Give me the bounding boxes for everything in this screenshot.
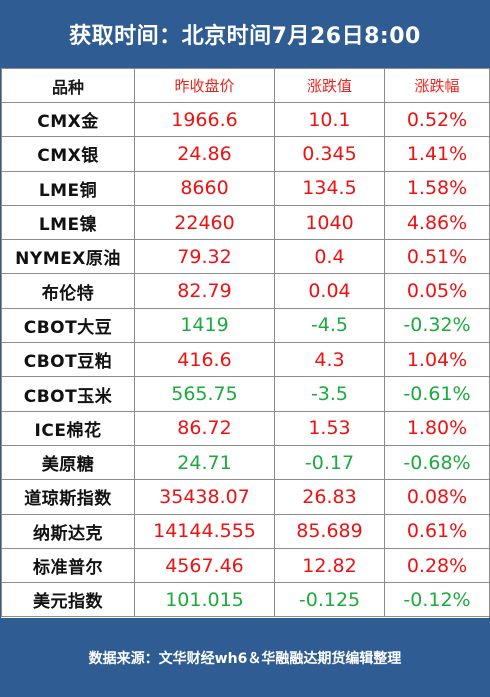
table-row: ICE棉花 86.72 1.53 1.80%	[1, 410, 490, 446]
cell-previous-close: 1419	[134, 307, 275, 344]
cell-commodity-name: LME镍	[1, 204, 135, 241]
cell-change-percent: 1.41%	[384, 136, 490, 172]
cell-change-value: 85.689	[274, 513, 385, 549]
cell-change-percent: 1.04%	[384, 342, 490, 378]
cell-commodity-name: CBOT大豆	[1, 307, 135, 344]
cell-commodity-name: 布伦特	[1, 273, 135, 309]
cell-change-value: -4.5	[274, 307, 385, 344]
cell-change-value: -0.17	[274, 444, 385, 481]
cell-change-value: 0.4	[274, 239, 385, 275]
column-header-name: 品种	[1, 68, 135, 103]
cell-previous-close: 79.32	[134, 239, 275, 275]
cell-previous-close: 4567.46	[134, 547, 275, 584]
cell-previous-close: 101.015	[134, 582, 275, 618]
page-title: 获取时间：北京时间7月26日8:00	[69, 24, 421, 49]
data-source-note: 数据来源：文华财经wh6＆华融融达期货编辑整理	[88, 650, 402, 667]
cell-change-percent: 0.61%	[384, 513, 490, 549]
cell-commodity-name: 美元指数	[1, 582, 135, 618]
cell-change-percent: 0.52%	[384, 101, 490, 138]
table-header-row: 品种 昨收盘价 涨跌值 涨跌幅	[1, 68, 490, 103]
cell-change-percent: -0.12%	[384, 582, 490, 618]
cell-change-value: 26.83	[274, 479, 385, 515]
table-row: NYMEX原油 79.32 0.4 0.51%	[1, 239, 490, 275]
cell-previous-close: 86.72	[134, 410, 275, 446]
table-row: 标准普尔 4567.46 12.82 0.28%	[1, 547, 490, 584]
column-header-close: 昨收盘价	[134, 68, 275, 103]
cell-change-percent: 0.51%	[384, 239, 490, 275]
cell-change-percent: 0.08%	[384, 479, 490, 515]
cell-change-value: -0.125	[274, 582, 385, 618]
cell-commodity-name: ICE棉花	[1, 410, 135, 446]
cell-change-percent: -0.32%	[384, 307, 490, 344]
column-header-change: 涨跌值	[274, 68, 385, 103]
cell-commodity-name: CBOT玉米	[1, 376, 135, 412]
table-row: 布伦特 82.79 0.04 0.05%	[1, 273, 490, 309]
cell-change-value: 1040	[274, 204, 385, 241]
cell-previous-close: 82.79	[134, 273, 275, 309]
cell-change-value: 0.04	[274, 273, 385, 309]
cell-change-percent: 4.86%	[384, 204, 490, 241]
cell-change-percent: 1.58%	[384, 170, 490, 206]
cell-previous-close: 8660	[134, 170, 275, 206]
quote-table: 品种 昨收盘价 涨跌值 涨跌幅 CMX金 1966.6 10.1 0.52% CMX银 2…	[1, 68, 490, 618]
table-row: 道琼斯指数 35438.07 26.83 0.08%	[1, 479, 490, 515]
cell-previous-close: 24.71	[134, 444, 275, 481]
cell-previous-close: 24.86	[134, 136, 275, 172]
cell-change-value: 0.345	[274, 136, 385, 172]
table-row: CBOT豆粕 416.6 4.3 1.04%	[1, 342, 490, 378]
cell-previous-close: 565.75	[134, 376, 275, 412]
table-row: 纳斯达克 14144.555 85.689 0.61%	[1, 513, 490, 549]
cell-change-percent: 0.05%	[384, 273, 490, 309]
cell-commodity-name: NYMEX原油	[1, 239, 135, 275]
table-row: CMX银 24.86 0.345 1.41%	[1, 136, 490, 172]
cell-change-percent: 1.80%	[384, 410, 490, 446]
cell-change-value: 10.1	[274, 101, 385, 138]
table-row: 美元指数 101.015 -0.125 -0.12%	[1, 582, 490, 618]
cell-commodity-name: CMX金	[1, 101, 135, 138]
cell-previous-close: 416.6	[134, 342, 275, 378]
table-row: CMX金 1966.6 10.1 0.52%	[1, 101, 490, 138]
table-row: 美原糖 24.71 -0.17 -0.68%	[1, 444, 490, 481]
column-header-pct: 涨跌幅	[384, 68, 490, 103]
quote-table-container: 品种 昨收盘价 涨跌值 涨跌幅 CMX金 1966.6 10.1 0.52% CMX银 2…	[1, 68, 490, 618]
table-row: LME镍 22460 1040 4.86%	[1, 204, 490, 241]
cell-change-value: 1.53	[274, 410, 385, 446]
cell-commodity-name: CBOT豆粕	[1, 342, 135, 378]
cell-change-percent: -0.61%	[384, 376, 490, 412]
cell-change-percent: 0.28%	[384, 547, 490, 584]
cell-commodity-name: 道琼斯指数	[1, 479, 135, 515]
cell-change-value: 12.82	[274, 547, 385, 584]
cell-previous-close: 22460	[134, 204, 275, 241]
cell-commodity-name: LME铜	[1, 170, 135, 206]
table-row: CBOT玉米 565.75 -3.5 -0.61%	[1, 376, 490, 412]
cell-change-value: -3.5	[274, 376, 385, 412]
cell-change-value: 134.5	[274, 170, 385, 206]
cell-change-percent: -0.68%	[384, 444, 490, 481]
cell-previous-close: 1966.6	[134, 101, 275, 138]
cell-previous-close: 35438.07	[134, 479, 275, 515]
cell-commodity-name: 美原糖	[1, 444, 135, 481]
cell-commodity-name: 纳斯达克	[1, 513, 135, 549]
table-row: LME铜 8660 134.5 1.58%	[1, 170, 490, 206]
cell-commodity-name: 标准普尔	[1, 547, 135, 584]
cell-previous-close: 14144.555	[134, 513, 275, 549]
cell-commodity-name: CMX银	[1, 136, 135, 172]
cell-change-value: 4.3	[274, 342, 385, 378]
table-row: CBOT大豆 1419 -4.5 -0.32%	[1, 307, 490, 344]
